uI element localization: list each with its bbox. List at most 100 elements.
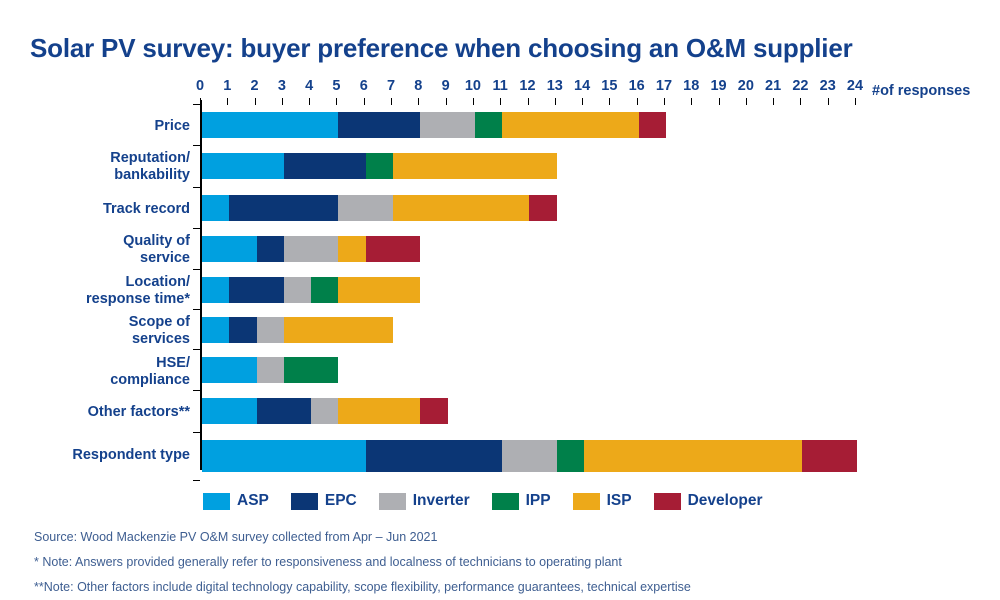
- chart-row: Location/ response time*: [86, 269, 855, 307]
- x-axis-tick-label: 16: [628, 78, 645, 94]
- x-axis-tick-label: 23: [819, 78, 836, 94]
- stacked-bar: [202, 440, 857, 472]
- legend-label: ASP: [237, 492, 269, 509]
- x-axis-tick-mark: [855, 98, 856, 105]
- legend-label: Developer: [687, 492, 763, 509]
- x-axis-tick-label: 2: [250, 78, 259, 94]
- y-axis-tick-mark: [193, 349, 200, 350]
- bar-segment-developer: [420, 398, 448, 424]
- legend-swatch-developer: [653, 492, 681, 510]
- legend-item-epc[interactable]: EPC: [290, 492, 357, 510]
- bar-segment-asp: [202, 195, 230, 221]
- y-axis-tick-mark: [193, 432, 200, 433]
- bar-segment-inverter: [338, 195, 394, 221]
- legend-swatch-inverter: [378, 492, 406, 510]
- x-axis-tick-mark: [800, 98, 802, 105]
- stacked-bar: [202, 112, 666, 138]
- stacked-bar: [202, 153, 557, 179]
- bar-segment-ipp: [556, 440, 585, 472]
- chart-row: Respondent type: [72, 432, 857, 472]
- x-axis-tick-mark: [445, 98, 447, 105]
- axis-unit-label: #of responses: [872, 83, 971, 99]
- x-axis-tick-label: 0: [195, 78, 205, 94]
- x-axis-tick-mark: [336, 98, 338, 105]
- legend-swatch-ipp: [491, 492, 519, 510]
- x-axis-tick-label: 11: [492, 78, 508, 94]
- stacked-bar: [202, 398, 448, 424]
- legend-label: Inverter: [412, 492, 470, 509]
- x-axis-tick-mark: [554, 98, 556, 105]
- x-axis-tick-label: 17: [655, 78, 673, 94]
- x-axis-tick-label: 18: [683, 78, 700, 94]
- x-axis-tick-mark: [391, 98, 393, 105]
- x-axis-tick-mark: [582, 98, 584, 105]
- legend-item-inverter[interactable]: Inverter: [378, 492, 470, 510]
- category-label: Location/ response time*: [86, 274, 190, 307]
- chart-row: Other factors**: [88, 390, 855, 424]
- x-axis: 0 1 2 3 4 5 6 7 8 9 10 11 12 13 14 15 16 17 18 19 20 21 22 23 24: [196, 78, 863, 105]
- bar-segment-inverter: [283, 236, 339, 262]
- bar-segment-inverter: [311, 398, 339, 424]
- stacked-bar: [202, 357, 339, 383]
- x-axis-tick-mark: [309, 98, 311, 105]
- category-label: Scope of services: [128, 314, 190, 347]
- category-label: Reputation/ bankability: [110, 150, 190, 183]
- y-axis-tick-mark: [193, 145, 200, 146]
- bar-segment-asp: [202, 112, 339, 138]
- legend-item-isp[interactable]: ISP: [572, 492, 632, 510]
- category-label: Price: [154, 118, 190, 134]
- x-axis-tick-label: 22: [792, 78, 809, 94]
- x-axis-tick-label: 13: [546, 78, 563, 94]
- bar-segment-epc: [229, 317, 257, 343]
- category-label: Respondent type: [72, 447, 190, 463]
- x-axis-tick-mark: [227, 98, 229, 105]
- legend: ASP EPC Inverter IPP ISP Developer: [203, 492, 785, 510]
- x-axis-tick-label: 5: [332, 78, 341, 94]
- legend-item-asp[interactable]: ASP: [203, 492, 269, 510]
- bar-segment-developer: [638, 112, 666, 138]
- x-axis-tick-mark: [472, 98, 474, 105]
- category-label: HSE/ compliance: [110, 355, 190, 388]
- bar-segment-epc: [256, 236, 284, 262]
- x-axis-tick-label: 14: [574, 78, 591, 94]
- bar-segment-ipp: [311, 277, 339, 303]
- footnotes: Source: Wood Mackenzie PV O&M survey col…: [34, 525, 974, 600]
- legend-swatch-epc: [290, 492, 318, 510]
- bar-segment-isp: [393, 195, 530, 221]
- bar-segment-ipp: [283, 357, 339, 383]
- stacked-bar: [202, 317, 393, 343]
- x-axis-tick-mark: [363, 98, 365, 105]
- x-axis-tick-mark: [254, 98, 256, 105]
- legend-item-developer[interactable]: Developer: [653, 492, 763, 510]
- bar-segment-asp: [202, 277, 230, 303]
- y-axis-tick-mark: [193, 187, 200, 188]
- bar-segment-asp: [202, 153, 284, 179]
- footnote-line: **Note: Other factors include digital te…: [34, 580, 691, 594]
- y-axis-tick-mark: [193, 228, 200, 229]
- x-axis-tick-label: 10: [464, 78, 481, 94]
- legend-item-ipp[interactable]: IPP: [491, 492, 551, 510]
- footnote-line: * Note: Answers provided generally refer…: [34, 555, 622, 569]
- bar-segment-asp: [202, 317, 230, 343]
- bar-segment-epc: [256, 398, 312, 424]
- footnote-line: Source: Wood Mackenzie PV O&M survey col…: [34, 530, 438, 544]
- x-axis-tick-label: 4: [305, 78, 314, 94]
- x-axis-tick-label: 9: [441, 78, 450, 94]
- x-axis-tick-mark: [827, 98, 829, 105]
- x-axis-tick-label: 21: [765, 78, 782, 94]
- x-axis-tick-label: 19: [710, 78, 727, 94]
- chart-row: Reputation/ bankability: [110, 145, 855, 183]
- bar-segment-isp: [283, 317, 393, 343]
- bar-segment-epc: [229, 277, 284, 303]
- page-title: Solar PV survey: buyer preference when c…: [30, 33, 853, 63]
- bar-segment-asp: [202, 398, 257, 424]
- x-axis-tick-mark: [500, 98, 502, 105]
- bar-segment-isp: [502, 112, 639, 138]
- chart-row: Quality of service: [123, 228, 855, 266]
- bar-segment-ipp: [474, 112, 503, 138]
- y-axis-tick-mark: [193, 480, 200, 481]
- legend-swatch-isp: [572, 492, 600, 510]
- x-axis-tick-mark: [636, 98, 638, 105]
- x-axis-tick-mark: [663, 98, 665, 105]
- x-axis-tick-label: 15: [601, 78, 618, 94]
